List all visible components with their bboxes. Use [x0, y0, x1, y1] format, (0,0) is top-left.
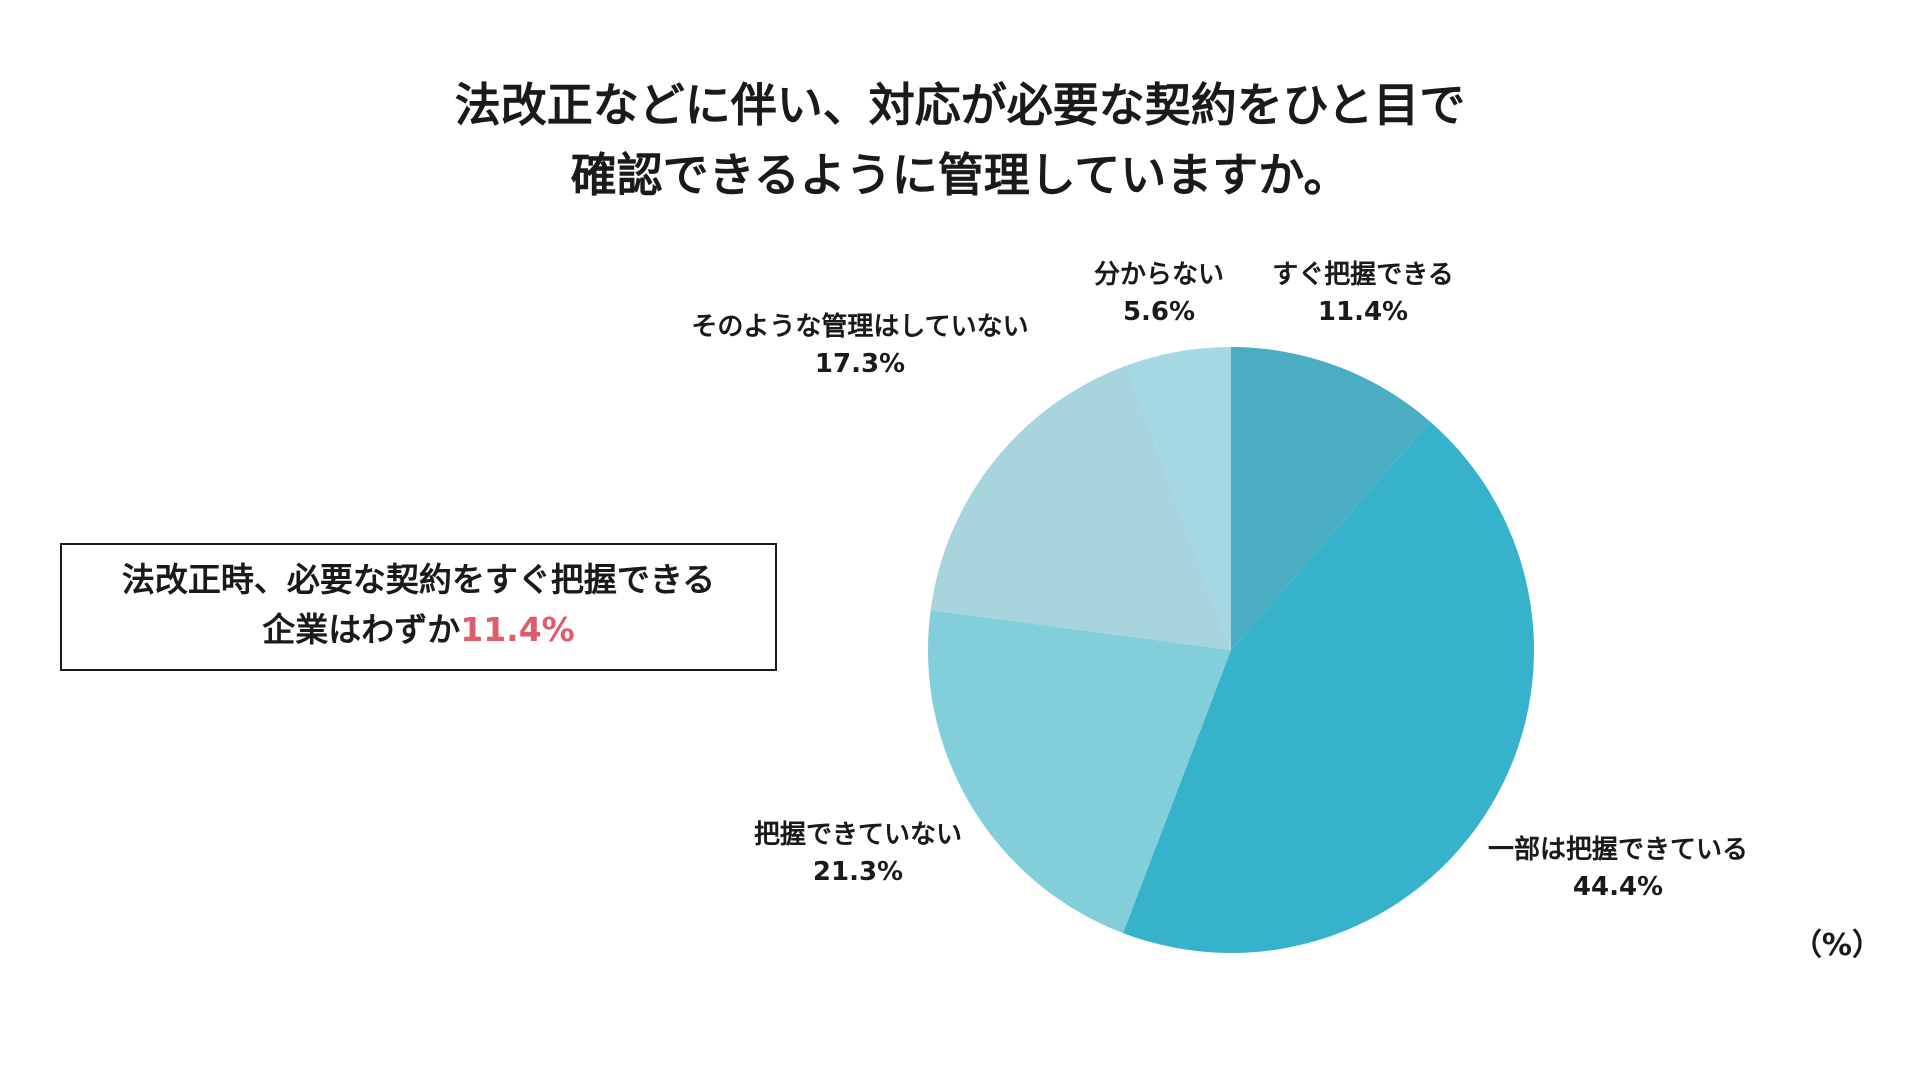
pie-slice — [930, 365, 1231, 650]
slice-value-label: 44.4% — [1573, 872, 1663, 902]
slice-value-label: 11.4% — [1318, 297, 1408, 327]
slice-label: 分からない — [1094, 260, 1224, 290]
chart-title: 法改正などに伴い、対応が必要な契約をひと目で 確認できるように管理していますか。 — [0, 70, 1920, 210]
pie-slice — [1231, 347, 1430, 650]
summary-callout-box: 法改正時、必要な契約をすぐ把握できる 企業はわずか11.4% — [60, 543, 777, 671]
slice-value-label: 21.3% — [813, 857, 903, 887]
callout-line2: 企業はわずか11.4% — [62, 605, 775, 655]
pie-slice — [1123, 421, 1535, 953]
unit-label: （%） — [1791, 928, 1882, 963]
pie-slice — [1126, 347, 1231, 650]
chart-title-line1: 法改正などに伴い、対応が必要な契約をひと目で — [454, 78, 1466, 132]
callout-highlight-value: 11.4% — [460, 610, 575, 649]
slice-label: 一部は把握できている — [1488, 835, 1748, 865]
slice-value-label: 5.6% — [1123, 297, 1195, 327]
callout-line2-text: 企業はわずか — [262, 610, 461, 649]
chart-title-line2: 確認できるように管理していますか。 — [570, 148, 1350, 202]
slice-label: 把握できていない — [754, 820, 962, 850]
slice-label: すぐ把握できる — [1272, 260, 1453, 290]
callout-line1: 法改正時、必要な契約をすぐ把握できる — [121, 560, 716, 599]
slice-value-label: 17.3% — [815, 349, 905, 379]
slice-label: そのような管理はしていない — [691, 312, 1028, 342]
pie-slice — [927, 610, 1231, 934]
